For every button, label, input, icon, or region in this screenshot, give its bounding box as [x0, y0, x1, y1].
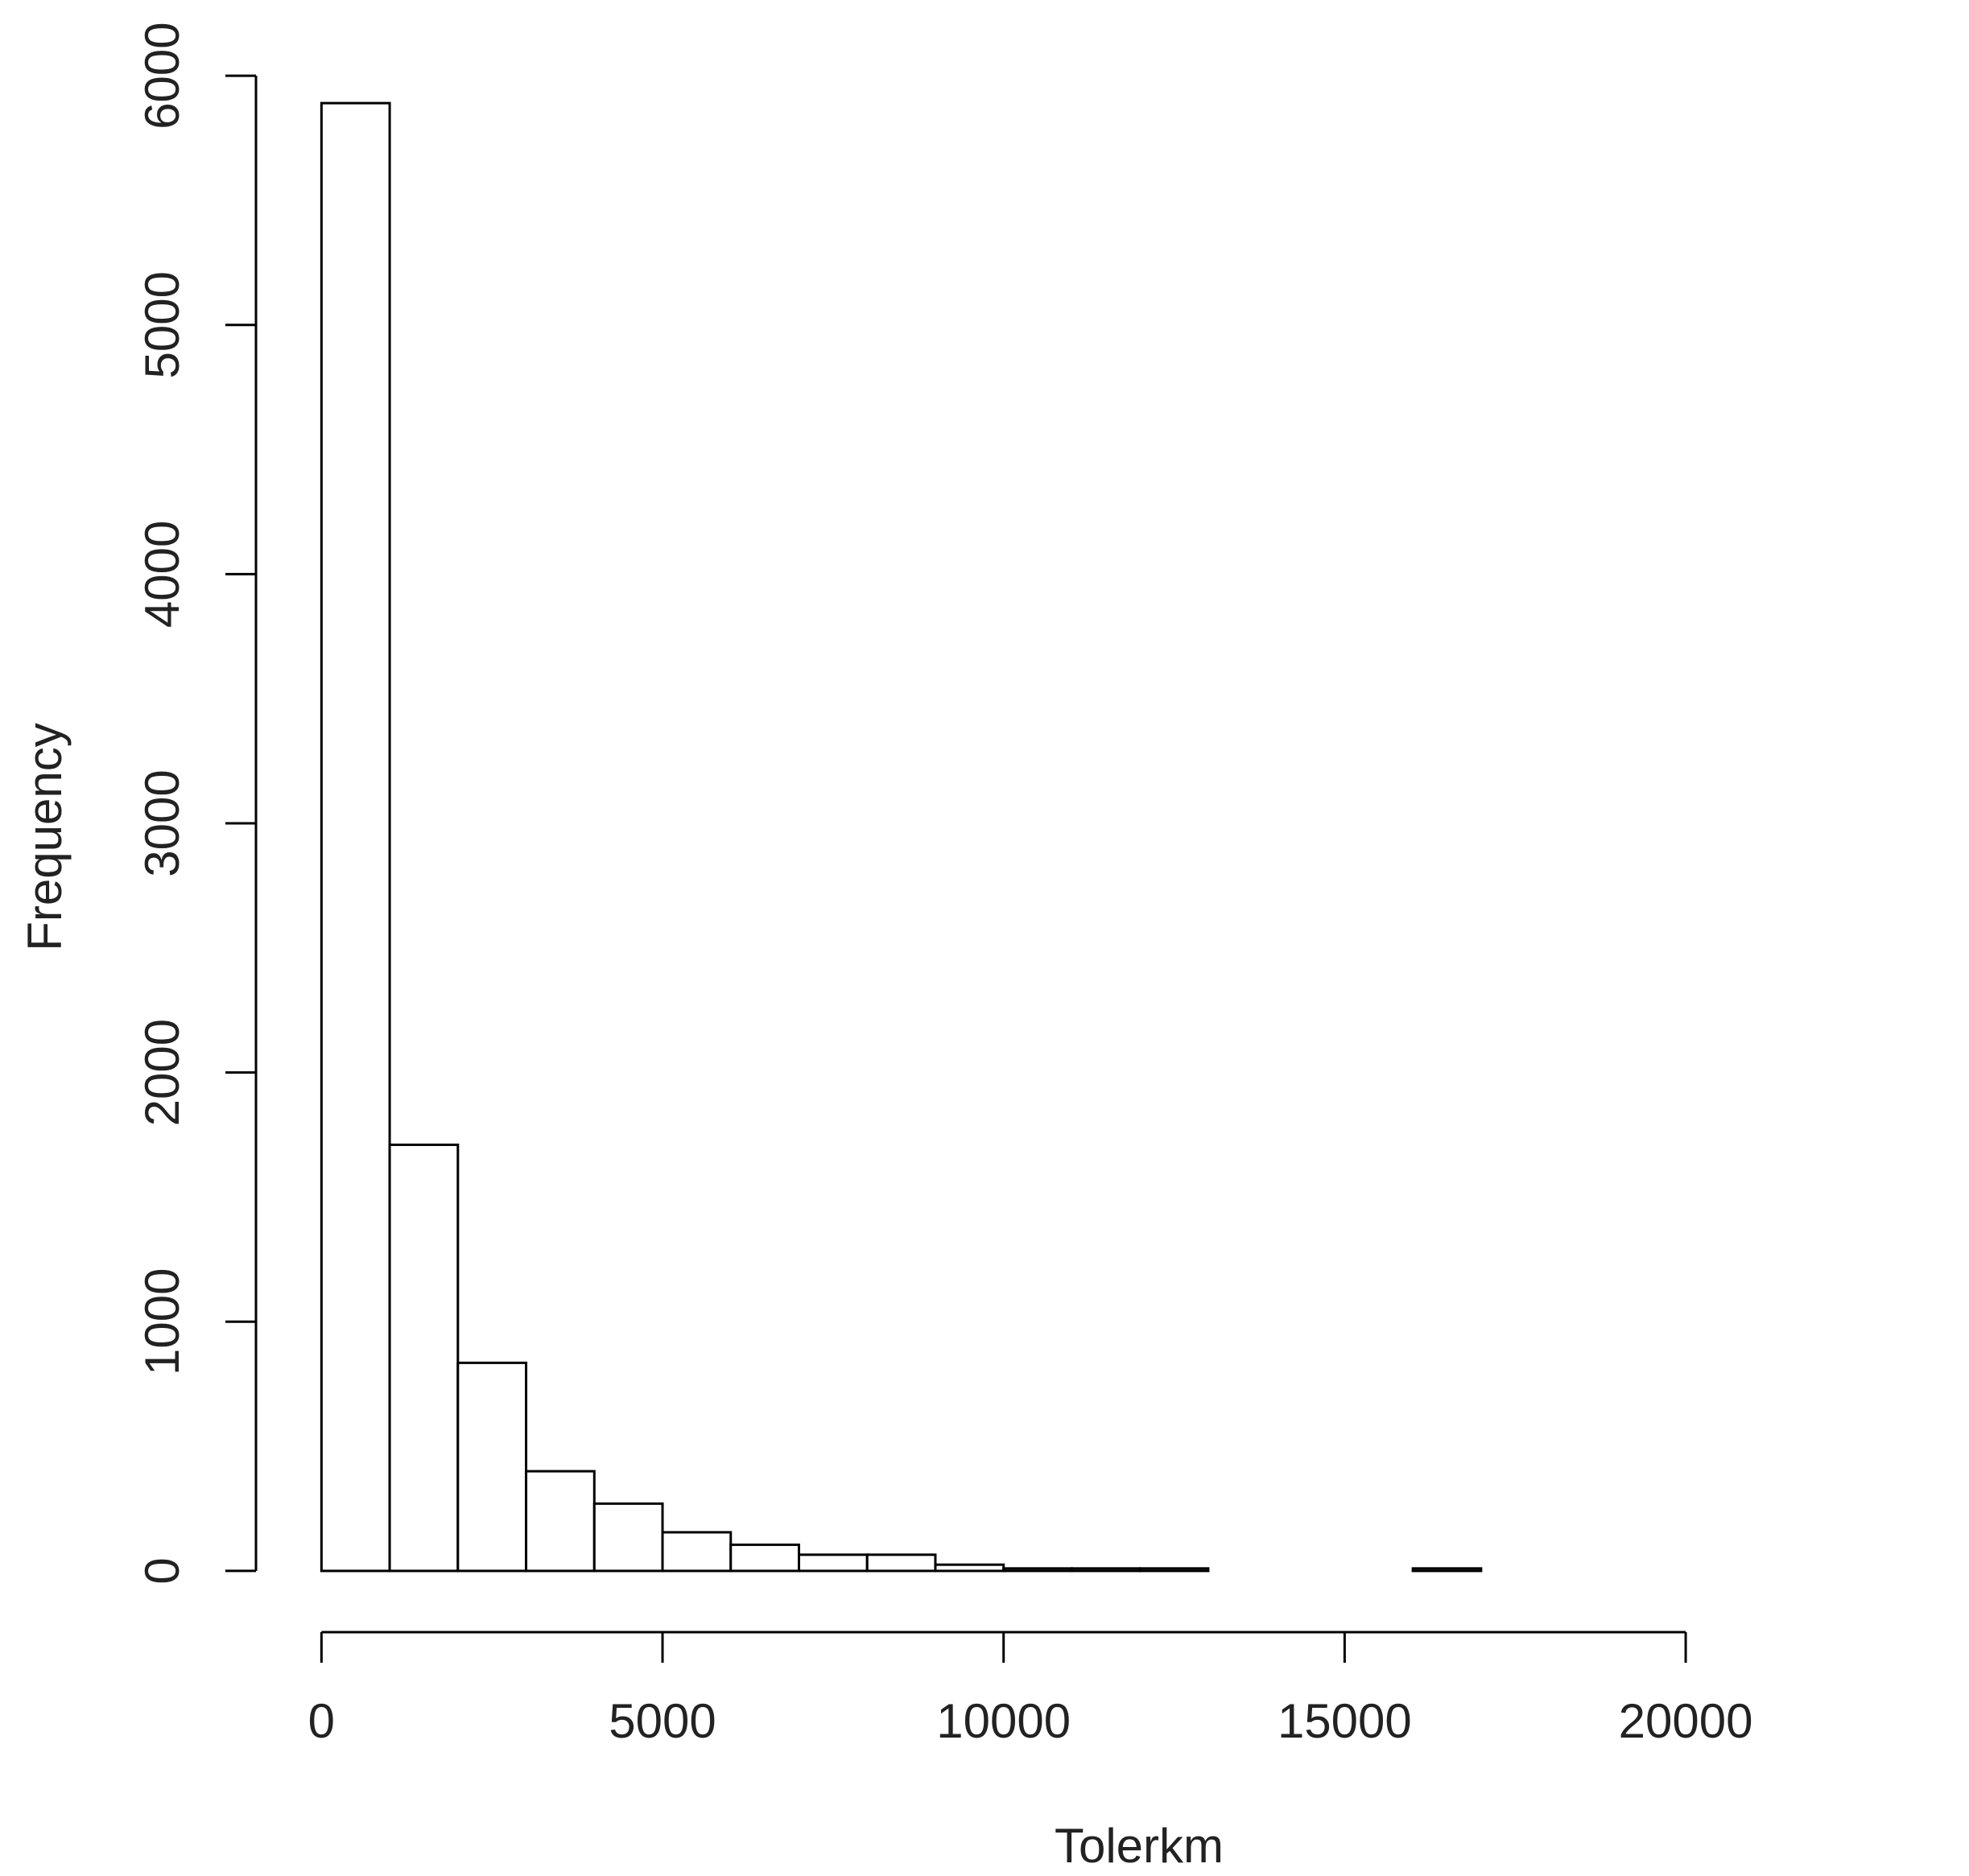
y-tick-label: 1000 — [135, 1268, 189, 1375]
bar — [320, 101, 391, 1573]
x-axis-title: Tolerkm — [1055, 1819, 1224, 1873]
x-tick-label: 5000 — [609, 1694, 716, 1748]
bar — [1070, 1567, 1141, 1573]
bar — [1138, 1567, 1210, 1573]
bar — [797, 1553, 869, 1573]
x-tick-label: 10000 — [936, 1694, 1071, 1748]
bar — [388, 1143, 460, 1573]
y-tick-label: 2000 — [135, 1019, 189, 1126]
y-tick-label: 0 — [135, 1557, 189, 1584]
x-tick-label: 15000 — [1278, 1694, 1412, 1748]
bar — [456, 1361, 528, 1573]
bar — [934, 1563, 1005, 1573]
y-tick-label: 3000 — [135, 769, 189, 876]
bar — [525, 1470, 596, 1573]
bar — [661, 1531, 733, 1573]
bar — [729, 1543, 800, 1573]
bar — [1411, 1567, 1483, 1573]
x-tick-label: 20000 — [1619, 1694, 1753, 1748]
bar — [1002, 1567, 1073, 1573]
bar — [592, 1502, 664, 1573]
y-axis-title: Frequency — [18, 723, 72, 950]
y-tick-label: 5000 — [135, 271, 189, 378]
x-tick-label: 0 — [308, 1694, 335, 1748]
bar — [865, 1553, 937, 1573]
y-tick-label: 4000 — [135, 521, 189, 628]
y-tick-label: 6000 — [135, 22, 189, 129]
